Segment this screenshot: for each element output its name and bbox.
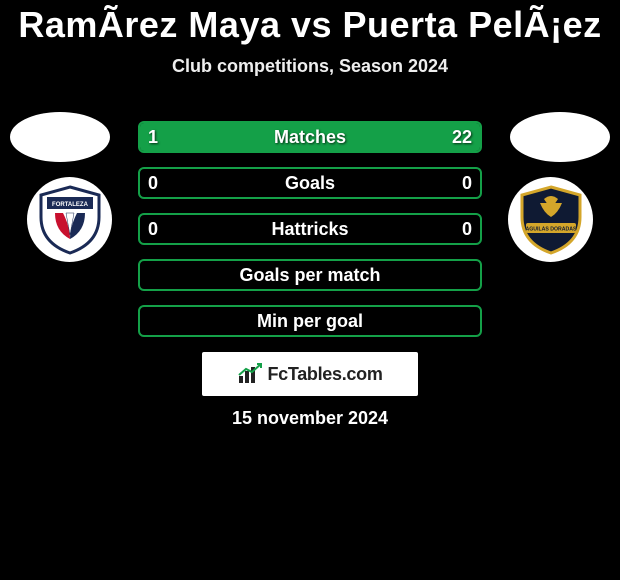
brand-text: FcTables.com	[267, 364, 382, 385]
stat-value-left: 0	[148, 215, 158, 243]
stat-bars: Matches122Goals00Hattricks00Goals per ma…	[138, 121, 482, 351]
fctables-logo-icon	[237, 363, 263, 385]
aguilas-doradas-crest-icon: AGUILAS DORADAS	[514, 183, 588, 257]
stat-value-right: 0	[462, 169, 472, 197]
stat-value-left: 1	[148, 123, 158, 151]
stat-row: Goals per match	[138, 259, 482, 291]
stat-row: Goals0 0	[138, 167, 482, 199]
date-text: 15 november 2024	[0, 408, 620, 429]
stat-value-right: 22	[452, 123, 472, 151]
subtitle: Club competitions, Season 2024	[0, 56, 620, 77]
brand-box: FcTables.com	[202, 352, 418, 396]
club-crest-left: FORTALEZA	[27, 177, 112, 262]
stat-value-left: 0	[148, 169, 158, 197]
stat-label: Goals per match	[140, 261, 480, 289]
stat-label: Goals	[140, 169, 480, 197]
stat-row: Min per goal	[138, 305, 482, 337]
page-title: RamÃ­rez Maya vs Puerta PelÃ¡ez	[0, 0, 620, 46]
stat-label: Matches	[140, 123, 480, 151]
player-avatar-right	[510, 112, 610, 162]
stat-row: Matches1 22	[138, 121, 482, 153]
stat-label: Min per goal	[140, 307, 480, 335]
stat-label: Hattricks	[140, 215, 480, 243]
svg-text:AGUILAS DORADAS: AGUILAS DORADAS	[525, 226, 577, 232]
svg-text:FORTALEZA: FORTALEZA	[52, 202, 89, 208]
club-crest-right: AGUILAS DORADAS	[508, 177, 593, 262]
fortaleza-crest-icon: FORTALEZA	[33, 183, 107, 257]
stat-value-right: 0	[462, 215, 472, 243]
stat-row: Hattricks0 0	[138, 213, 482, 245]
player-avatar-left	[10, 112, 110, 162]
